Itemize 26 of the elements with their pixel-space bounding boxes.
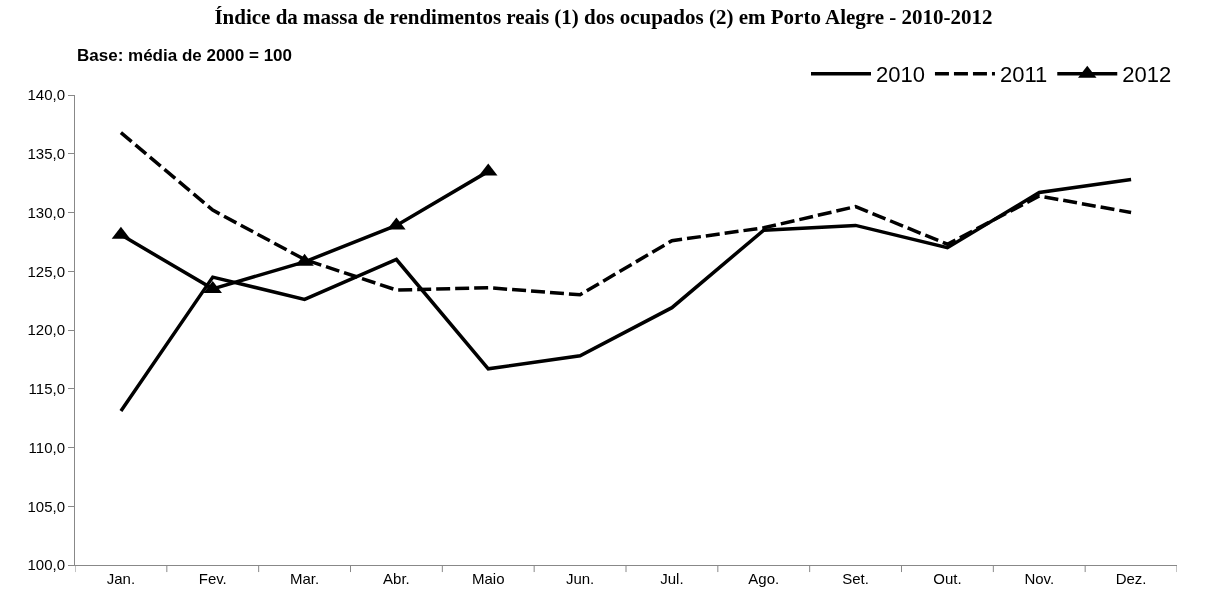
x-tick-label: Out. — [933, 570, 962, 587]
y-tick-label: 120,0 — [27, 321, 65, 339]
x-tick-label: Maio — [471, 570, 505, 587]
y-tick-label: 135,0 — [27, 145, 65, 162]
x-tick-label: Fev. — [198, 570, 227, 587]
y-tick-label: 105,0 — [27, 497, 65, 515]
x-tick-label: Jan. — [106, 570, 136, 587]
x-tick-label: Dez. — [1115, 570, 1147, 587]
x-tick-label: Jul. — [660, 570, 684, 587]
x-tick-label: Mar. — [289, 570, 320, 587]
legend-label: 2011 — [999, 62, 1048, 88]
y-tick-label: 130,0 — [27, 203, 65, 221]
y-tick-label: 115,0 — [28, 380, 65, 397]
legend-label: 2010 — [876, 62, 925, 88]
text: Base: média de 2000 = 100 — [77, 46, 292, 65]
y-tick-label: 125,0 — [27, 262, 65, 280]
y-tick-label: 140,0 — [27, 86, 65, 104]
y-tick-label: 110,0 — [28, 438, 65, 456]
legend-label: 2012 — [1122, 62, 1172, 88]
x-tick-label: Nov. — [1024, 570, 1055, 587]
chart-title: Índice da massa de rendimentos reais (1) dos ocupados (2) em Porto Alegre - 2010-2012 — [214, 4, 993, 29]
x-tick-label: Set. — [842, 570, 869, 587]
y-tick-label: 100,0 — [27, 556, 65, 574]
x-tick-label: Ago. — [748, 570, 780, 587]
x-tick-label: Jun. — [565, 570, 595, 587]
x-tick-label: Abr. — [383, 570, 410, 587]
